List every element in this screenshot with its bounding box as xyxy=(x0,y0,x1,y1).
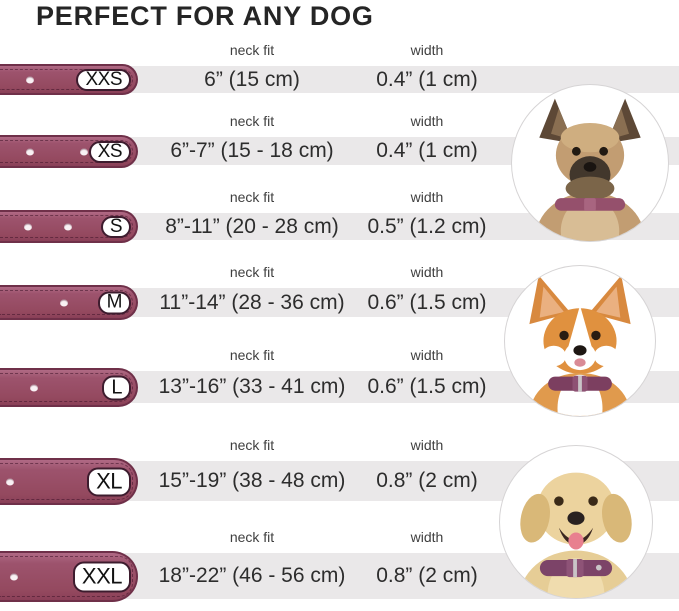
corgi-dog-photo xyxy=(504,265,656,417)
neck-fit-value: 6”-7” (15 - 18 cm) xyxy=(170,139,334,162)
neck-fit-value: 13”-16” (33 - 41 cm) xyxy=(158,375,346,398)
collar-hole xyxy=(30,384,38,391)
width-value: 0.6” (1.5 cm) xyxy=(367,375,487,398)
labrador-illustration xyxy=(519,472,633,598)
neck-fit-value: 18”-22” (46 - 56 cm) xyxy=(158,564,346,587)
collar-hole xyxy=(6,478,14,485)
size-badge: XS xyxy=(88,140,131,163)
width-value: 0.5” (1.2 cm) xyxy=(367,214,487,238)
width-column-label: width xyxy=(410,437,444,453)
width-column-label: width xyxy=(410,529,444,545)
neck-fit-column-label: neck fit xyxy=(229,347,275,363)
collar-strap: S xyxy=(0,210,138,243)
width-value: 0.8” (2 cm) xyxy=(376,469,478,492)
collar-strap: XXS xyxy=(0,64,138,95)
neck-fit-column-label: neck fit xyxy=(229,529,275,545)
neck-fit-value: 11”-14” (28 - 36 cm) xyxy=(159,290,345,314)
neck-fit-column-label: neck fit xyxy=(229,437,275,453)
size-badge: S xyxy=(100,215,131,238)
width-value: 0.8” (2 cm) xyxy=(376,564,478,587)
collar-hole xyxy=(10,573,18,580)
size-badge: L xyxy=(102,375,131,400)
width-value: 0.6” (1.5 cm) xyxy=(367,290,487,314)
corgi-illustration xyxy=(529,275,631,416)
neck-fit-column-label: neck fit xyxy=(229,264,275,280)
neck-fit-column-label: neck fit xyxy=(229,189,275,205)
collar-strap: XL xyxy=(0,458,138,505)
neck-fit-value: 15”-19” (38 - 48 cm) xyxy=(158,469,346,492)
width-value: 0.4” (1 cm) xyxy=(376,67,478,91)
collar-hole xyxy=(24,223,32,230)
width-column-label: width xyxy=(410,189,444,205)
collar-hole xyxy=(26,76,34,83)
size-badge: XXL xyxy=(72,561,131,592)
width-column-label: width xyxy=(410,42,444,58)
terrier-dog-photo xyxy=(511,84,669,242)
collar-hole xyxy=(80,148,88,155)
collar-hole xyxy=(60,299,68,306)
collar-strap: L xyxy=(0,368,138,407)
terrier-illustration xyxy=(535,98,645,241)
page-title: PERFECT FOR ANY DOG xyxy=(36,1,374,31)
labrador-dog-photo xyxy=(499,445,653,599)
neck-fit-value: 8”-11” (20 - 28 cm) xyxy=(165,214,339,238)
neck-fit-value: 6” (15 cm) xyxy=(204,67,300,91)
collar-strap: XS xyxy=(0,135,138,168)
neck-fit-column-label: neck fit xyxy=(229,113,275,129)
width-column-label: width xyxy=(410,264,444,280)
width-column-label: width xyxy=(410,113,444,129)
neck-fit-column-label: neck fit xyxy=(229,42,275,58)
collar-hole xyxy=(64,223,72,230)
collar-strap: XXL xyxy=(0,551,138,602)
size-badge: XXS xyxy=(76,68,131,91)
collar-hole xyxy=(26,148,34,155)
width-value: 0.4” (1 cm) xyxy=(376,139,478,162)
collar-strap: M xyxy=(0,285,138,320)
width-column-label: width xyxy=(410,347,444,363)
size-badge: M xyxy=(97,291,131,314)
size-badge: XL xyxy=(87,467,131,496)
